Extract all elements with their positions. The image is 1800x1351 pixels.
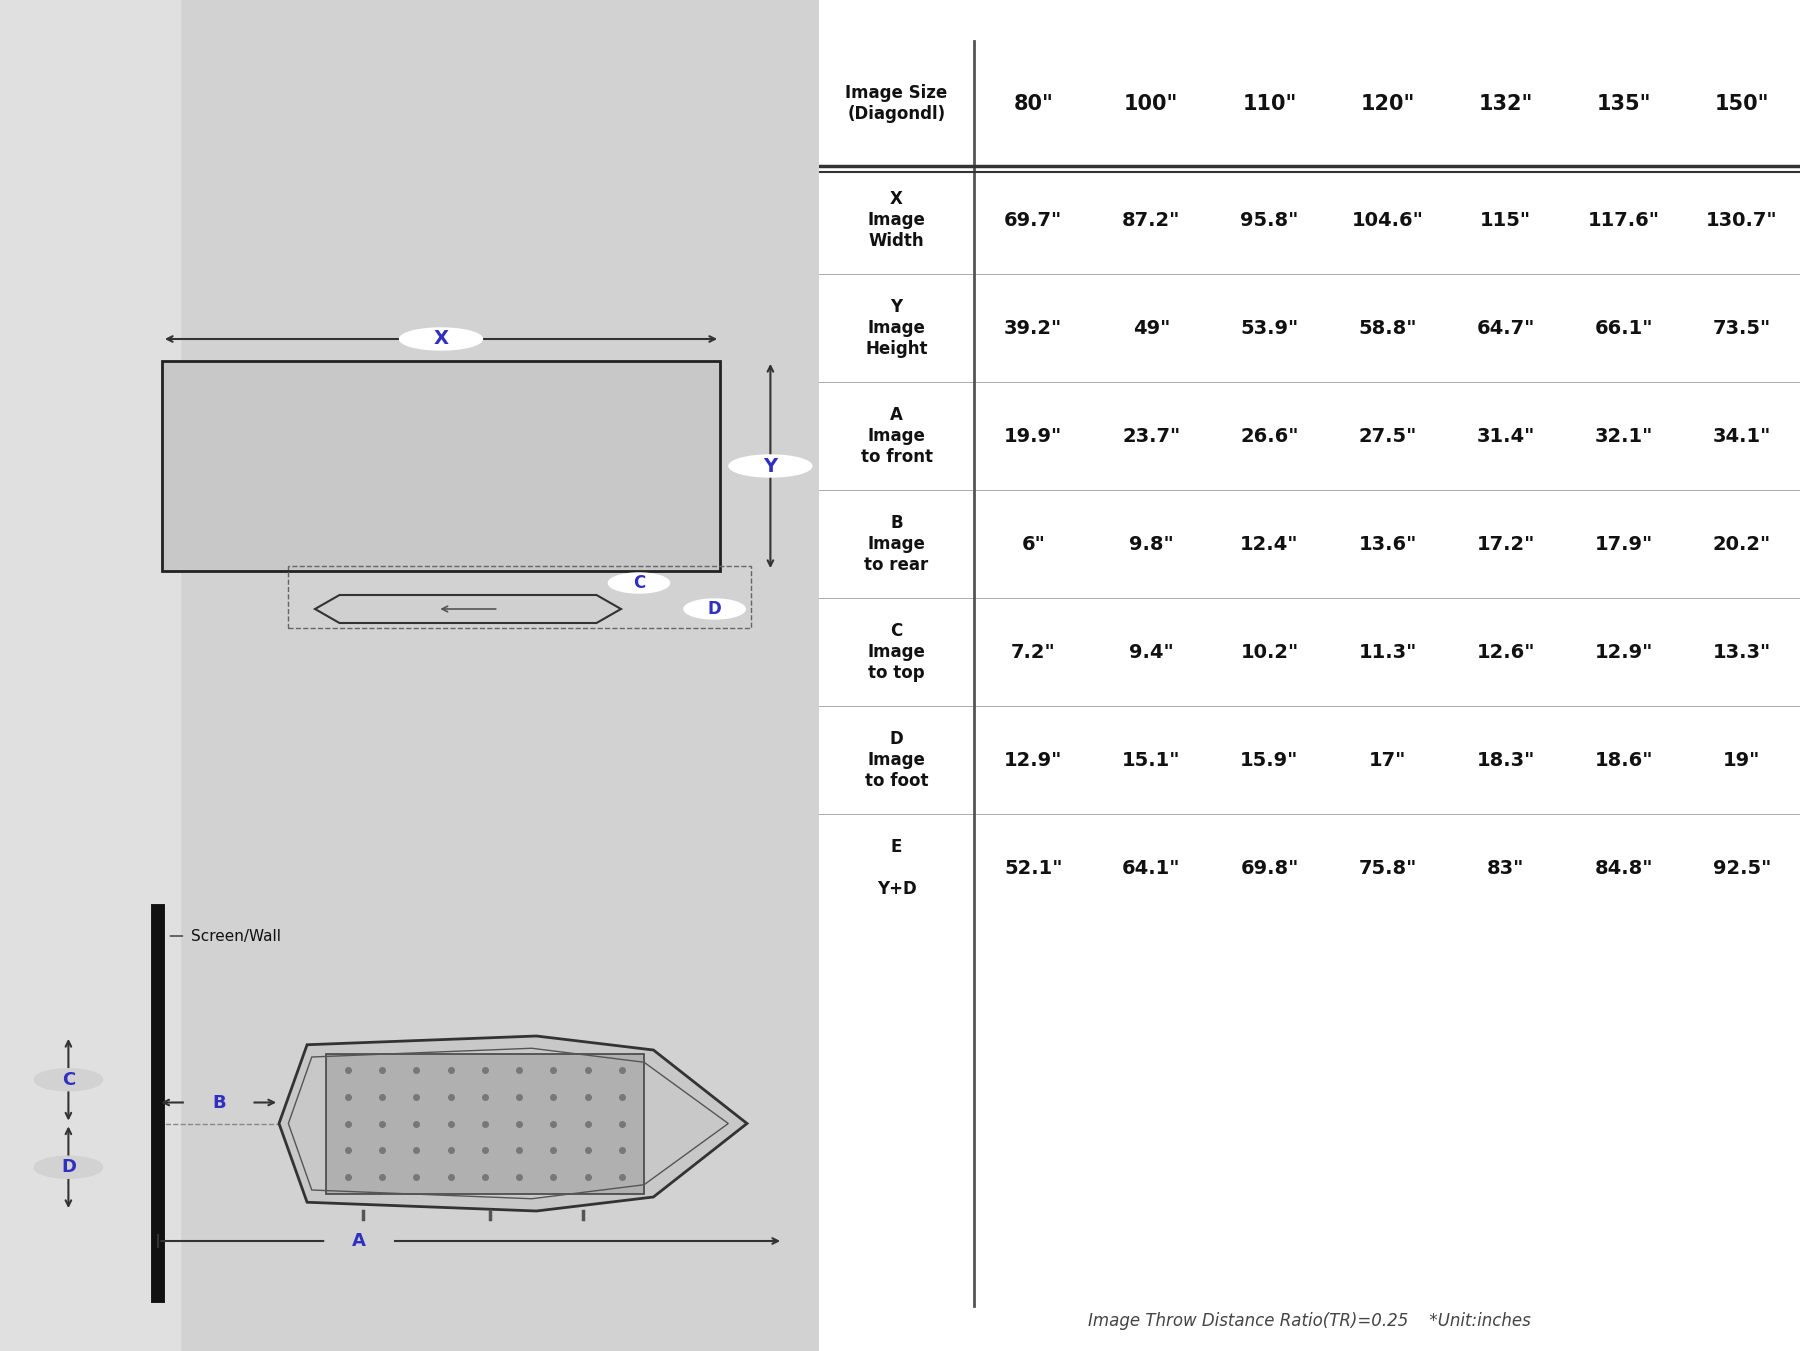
- Text: 92.5": 92.5": [1714, 858, 1771, 878]
- Text: 95.8": 95.8": [1240, 211, 1298, 230]
- Text: 9.4": 9.4": [1129, 643, 1174, 662]
- Text: 135": 135": [1597, 93, 1651, 113]
- Text: 23.7": 23.7": [1121, 427, 1181, 446]
- Text: 110": 110": [1242, 93, 1296, 113]
- Text: 100": 100": [1125, 93, 1179, 113]
- Text: 69.8": 69.8": [1240, 858, 1298, 878]
- Text: 73.5": 73.5": [1714, 319, 1771, 338]
- Text: 83": 83": [1487, 858, 1525, 878]
- Text: 66.1": 66.1": [1595, 319, 1652, 338]
- Text: D: D: [61, 1158, 76, 1177]
- Text: 49": 49": [1132, 319, 1170, 338]
- Ellipse shape: [400, 328, 482, 350]
- Ellipse shape: [34, 1156, 103, 1178]
- Text: A: A: [353, 1232, 365, 1250]
- Text: D: D: [707, 600, 722, 617]
- Text: 130.7": 130.7": [1706, 211, 1778, 230]
- Text: 19": 19": [1723, 751, 1760, 770]
- Text: Image Throw Distance Ratio(TR)=0.25    *Unit:inches: Image Throw Distance Ratio(TR)=0.25 *Uni…: [1089, 1312, 1530, 1329]
- Text: Image Size
(Diagondl): Image Size (Diagondl): [846, 84, 949, 123]
- Ellipse shape: [684, 598, 745, 619]
- Text: 6": 6": [1021, 535, 1046, 554]
- Ellipse shape: [608, 573, 670, 593]
- Text: 117.6": 117.6": [1588, 211, 1660, 230]
- Text: 115": 115": [1480, 211, 1532, 230]
- Text: 104.6": 104.6": [1352, 211, 1424, 230]
- Text: D
Image
to foot: D Image to foot: [864, 730, 929, 790]
- Text: 19.9": 19.9": [1004, 427, 1062, 446]
- Text: 13.3": 13.3": [1714, 643, 1771, 662]
- Text: 150": 150": [1715, 93, 1769, 113]
- Bar: [162, 361, 720, 571]
- Text: 17": 17": [1368, 751, 1406, 770]
- Text: 80": 80": [1013, 93, 1053, 113]
- Text: 17.2": 17.2": [1476, 535, 1535, 554]
- Text: X
Image
Width: X Image Width: [868, 190, 925, 250]
- Text: 9.8": 9.8": [1129, 535, 1174, 554]
- Text: 87.2": 87.2": [1121, 211, 1181, 230]
- Text: 10.2": 10.2": [1240, 643, 1298, 662]
- Text: A
Image
to front: A Image to front: [860, 407, 932, 466]
- Text: 7.2": 7.2": [1012, 643, 1055, 662]
- Text: 27.5": 27.5": [1359, 427, 1417, 446]
- Text: 12.6": 12.6": [1476, 643, 1535, 662]
- Text: 15.1": 15.1": [1121, 751, 1181, 770]
- Text: C: C: [61, 1071, 76, 1089]
- Text: 26.6": 26.6": [1240, 427, 1300, 446]
- Ellipse shape: [326, 1229, 392, 1252]
- Text: 18.6": 18.6": [1595, 751, 1652, 770]
- Bar: [0, 0, 180, 1351]
- Text: C: C: [634, 574, 644, 592]
- Text: 120": 120": [1361, 93, 1415, 113]
- Text: 69.7": 69.7": [1004, 211, 1062, 230]
- Bar: [288, 566, 751, 628]
- Text: 13.6": 13.6": [1359, 535, 1417, 554]
- Text: 64.7": 64.7": [1476, 319, 1535, 338]
- Text: 52.1": 52.1": [1004, 858, 1062, 878]
- Text: 32.1": 32.1": [1595, 427, 1652, 446]
- Text: 39.2": 39.2": [1004, 319, 1062, 338]
- Text: 15.9": 15.9": [1240, 751, 1298, 770]
- Text: 84.8": 84.8": [1595, 858, 1652, 878]
- Text: 34.1": 34.1": [1714, 427, 1771, 446]
- Ellipse shape: [184, 1092, 252, 1113]
- Text: 31.4": 31.4": [1476, 427, 1535, 446]
- Text: 64.1": 64.1": [1121, 858, 1181, 878]
- Text: 20.2": 20.2": [1714, 535, 1771, 554]
- Text: 12.9": 12.9": [1595, 643, 1652, 662]
- Text: 18.3": 18.3": [1476, 751, 1535, 770]
- Text: Y
Image
Height: Y Image Height: [866, 299, 927, 358]
- Text: Screen/Wall: Screen/Wall: [191, 928, 281, 943]
- Text: 132": 132": [1478, 93, 1534, 113]
- Text: 17.9": 17.9": [1595, 535, 1652, 554]
- Text: 53.9": 53.9": [1240, 319, 1298, 338]
- Bar: [326, 1054, 644, 1193]
- Ellipse shape: [729, 455, 812, 477]
- Text: 75.8": 75.8": [1359, 858, 1417, 878]
- Text: 12.9": 12.9": [1004, 751, 1062, 770]
- Text: E

Y+D: E Y+D: [877, 838, 916, 898]
- Text: B: B: [212, 1093, 225, 1112]
- Text: 12.4": 12.4": [1240, 535, 1300, 554]
- Text: Y: Y: [763, 457, 778, 476]
- Text: C
Image
to top: C Image to top: [868, 623, 925, 682]
- Text: B
Image
to rear: B Image to rear: [864, 515, 929, 574]
- Polygon shape: [279, 1036, 747, 1210]
- Ellipse shape: [34, 1069, 103, 1090]
- Text: 58.8": 58.8": [1359, 319, 1417, 338]
- Text: 11.3": 11.3": [1359, 643, 1417, 662]
- Text: X: X: [434, 330, 448, 349]
- Polygon shape: [315, 594, 621, 623]
